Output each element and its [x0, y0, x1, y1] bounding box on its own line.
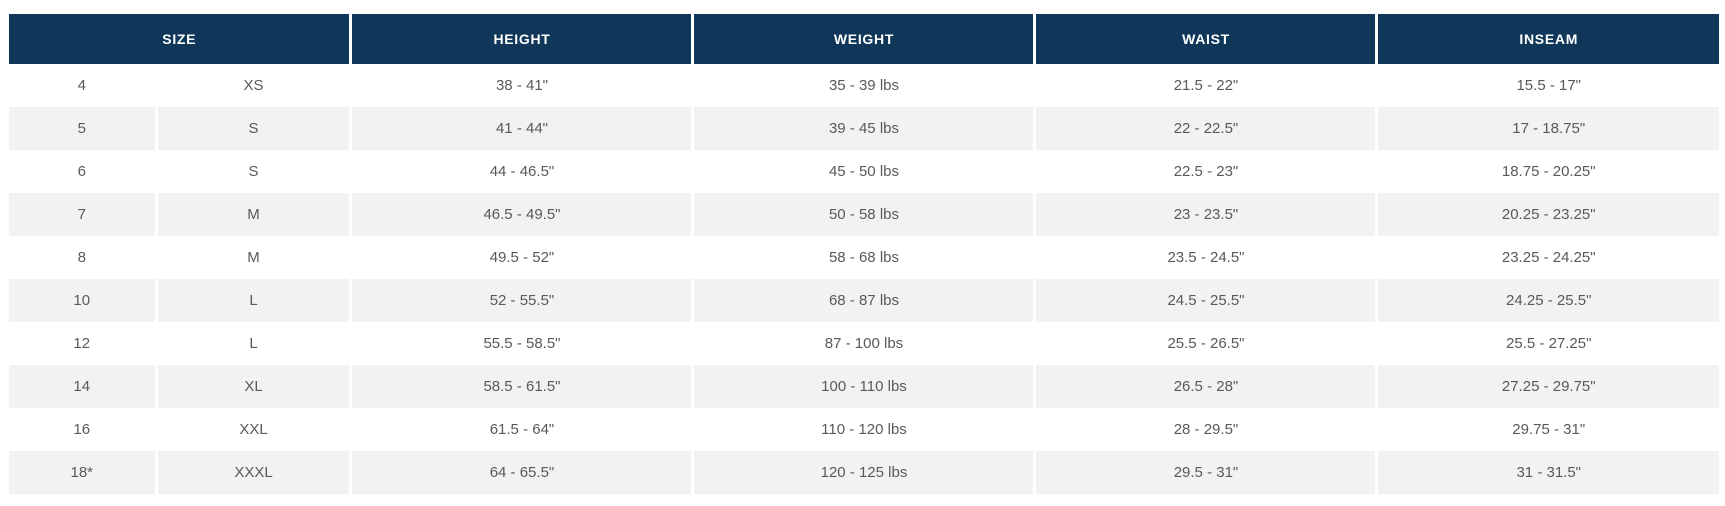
table-cell: 20.25 - 23.25" — [1375, 193, 1719, 236]
table-cell: 25.5 - 27.25" — [1375, 322, 1719, 365]
table-cell: 27.25 - 29.75" — [1375, 365, 1719, 408]
table-cell: 18.75 - 20.25" — [1375, 150, 1719, 193]
table-cell: 50 - 58 lbs — [691, 193, 1037, 236]
table-row: 8 M 49.5 - 52" 58 - 68 lbs 23.5 - 24.5" 23.25… — [9, 236, 1719, 279]
table-cell: XL — [154, 365, 353, 408]
table-cell: 25.5 - 26.5" — [1033, 322, 1379, 365]
table-cell: 29.75 - 31" — [1375, 408, 1719, 451]
table-cell: XS — [154, 64, 353, 107]
table-cell: 7 — [9, 193, 158, 236]
table-cell: 44 - 46.5" — [349, 150, 695, 193]
column-header-height: HEIGHT — [349, 14, 695, 64]
table-cell: 14 — [9, 365, 158, 408]
table-cell: 39 - 45 lbs — [691, 107, 1037, 150]
table-cell: L — [154, 279, 353, 322]
size-chart-section: SIZE HEIGHT WEIGHT WAIST INSEAM 4 XS 38 - 41" 3… — [9, 14, 1719, 494]
table-cell: 61.5 - 64" — [349, 408, 695, 451]
table-cell: 46.5 - 49.5" — [349, 193, 695, 236]
table-cell: 41 - 44" — [349, 107, 695, 150]
table-cell: 23.5 - 24.5" — [1033, 236, 1379, 279]
table-cell: 8 — [9, 236, 158, 279]
table-cell: 26.5 - 28" — [1033, 365, 1379, 408]
table-cell: 49.5 - 52" — [349, 236, 695, 279]
table-cell: 35 - 39 lbs — [691, 64, 1037, 107]
table-cell: 23 - 23.5" — [1033, 193, 1379, 236]
table-row: 16 XXL 61.5 - 64" 110 - 120 lbs 28 - 29.5" 29… — [9, 408, 1719, 451]
table-row: 18* XXXL 64 - 65.5" 120 - 125 lbs 29.5 - 31"… — [9, 451, 1719, 494]
table-cell: 58 - 68 lbs — [691, 236, 1037, 279]
table-cell: 21.5 - 22" — [1033, 64, 1379, 107]
column-header-waist: WAIST — [1033, 14, 1379, 64]
column-header-inseam: INSEAM — [1375, 14, 1719, 64]
table-cell: 18* — [9, 451, 158, 494]
table-cell: S — [154, 150, 353, 193]
table-cell: 38 - 41" — [349, 64, 695, 107]
table-cell: S — [154, 107, 353, 150]
table-cell: 22 - 22.5" — [1033, 107, 1379, 150]
table-row: 4 XS 38 - 41" 35 - 39 lbs 21.5 - 22" 15.5 - 1… — [9, 64, 1719, 107]
table-row: 10 L 52 - 55.5" 68 - 87 lbs 24.5 - 25.5" 24.2… — [9, 279, 1719, 322]
table-cell: 22.5 - 23" — [1033, 150, 1379, 193]
table-cell: 100 - 110 lbs — [691, 365, 1037, 408]
table-cell: 58.5 - 61.5" — [349, 365, 695, 408]
table-cell: 31 - 31.5" — [1375, 451, 1719, 494]
table-cell: M — [154, 236, 353, 279]
table-cell: 24.5 - 25.5" — [1033, 279, 1379, 322]
table-cell: 68 - 87 lbs — [691, 279, 1037, 322]
size-chart-header: SIZE HEIGHT WEIGHT WAIST INSEAM — [9, 14, 1719, 64]
table-cell: 5 — [9, 107, 158, 150]
table-cell: 23.25 - 24.25" — [1375, 236, 1719, 279]
table-cell: 45 - 50 lbs — [691, 150, 1037, 193]
table-cell: L — [154, 322, 353, 365]
table-cell: 15.5 - 17" — [1375, 64, 1719, 107]
table-row: 14 XL 58.5 - 61.5" 100 - 110 lbs 26.5 - 28" 2… — [9, 365, 1719, 408]
table-cell: M — [154, 193, 353, 236]
table-cell: 55.5 - 58.5" — [349, 322, 695, 365]
table-cell: 24.25 - 25.5" — [1375, 279, 1719, 322]
table-cell: 10 — [9, 279, 158, 322]
table-cell: 52 - 55.5" — [349, 279, 695, 322]
table-cell: 64 - 65.5" — [349, 451, 695, 494]
table-cell: 17 - 18.75" — [1375, 107, 1719, 150]
header-row: SIZE HEIGHT WEIGHT WAIST INSEAM — [9, 14, 1719, 64]
table-row: 12 L 55.5 - 58.5" 87 - 100 lbs 25.5 - 26.5" 2… — [9, 322, 1719, 365]
table-cell: 87 - 100 lbs — [691, 322, 1037, 365]
table-cell: 12 — [9, 322, 158, 365]
column-header-size: SIZE — [9, 14, 353, 64]
size-chart-table: SIZE HEIGHT WEIGHT WAIST INSEAM 4 XS 38 - 41" 3… — [9, 14, 1719, 494]
table-cell: 120 - 125 lbs — [691, 451, 1037, 494]
table-cell: 6 — [9, 150, 158, 193]
table-cell: XXL — [154, 408, 353, 451]
table-cell: 4 — [9, 64, 158, 107]
table-cell: 28 - 29.5" — [1033, 408, 1379, 451]
table-cell: 110 - 120 lbs — [691, 408, 1037, 451]
table-cell: XXXL — [154, 451, 353, 494]
column-header-weight: WEIGHT — [691, 14, 1037, 64]
table-row: 5 S 41 - 44" 39 - 45 lbs 22 - 22.5" 17 - 18.7… — [9, 107, 1719, 150]
table-cell: 16 — [9, 408, 158, 451]
table-row: 6 S 44 - 46.5" 45 - 50 lbs 22.5 - 23" 18.75 -… — [9, 150, 1719, 193]
table-row: 7 M 46.5 - 49.5" 50 - 58 lbs 23 - 23.5" 20.25… — [9, 193, 1719, 236]
table-cell: 29.5 - 31" — [1033, 451, 1379, 494]
size-chart-body: 4 XS 38 - 41" 35 - 39 lbs 21.5 - 22" 15.5 - 1… — [9, 64, 1719, 494]
